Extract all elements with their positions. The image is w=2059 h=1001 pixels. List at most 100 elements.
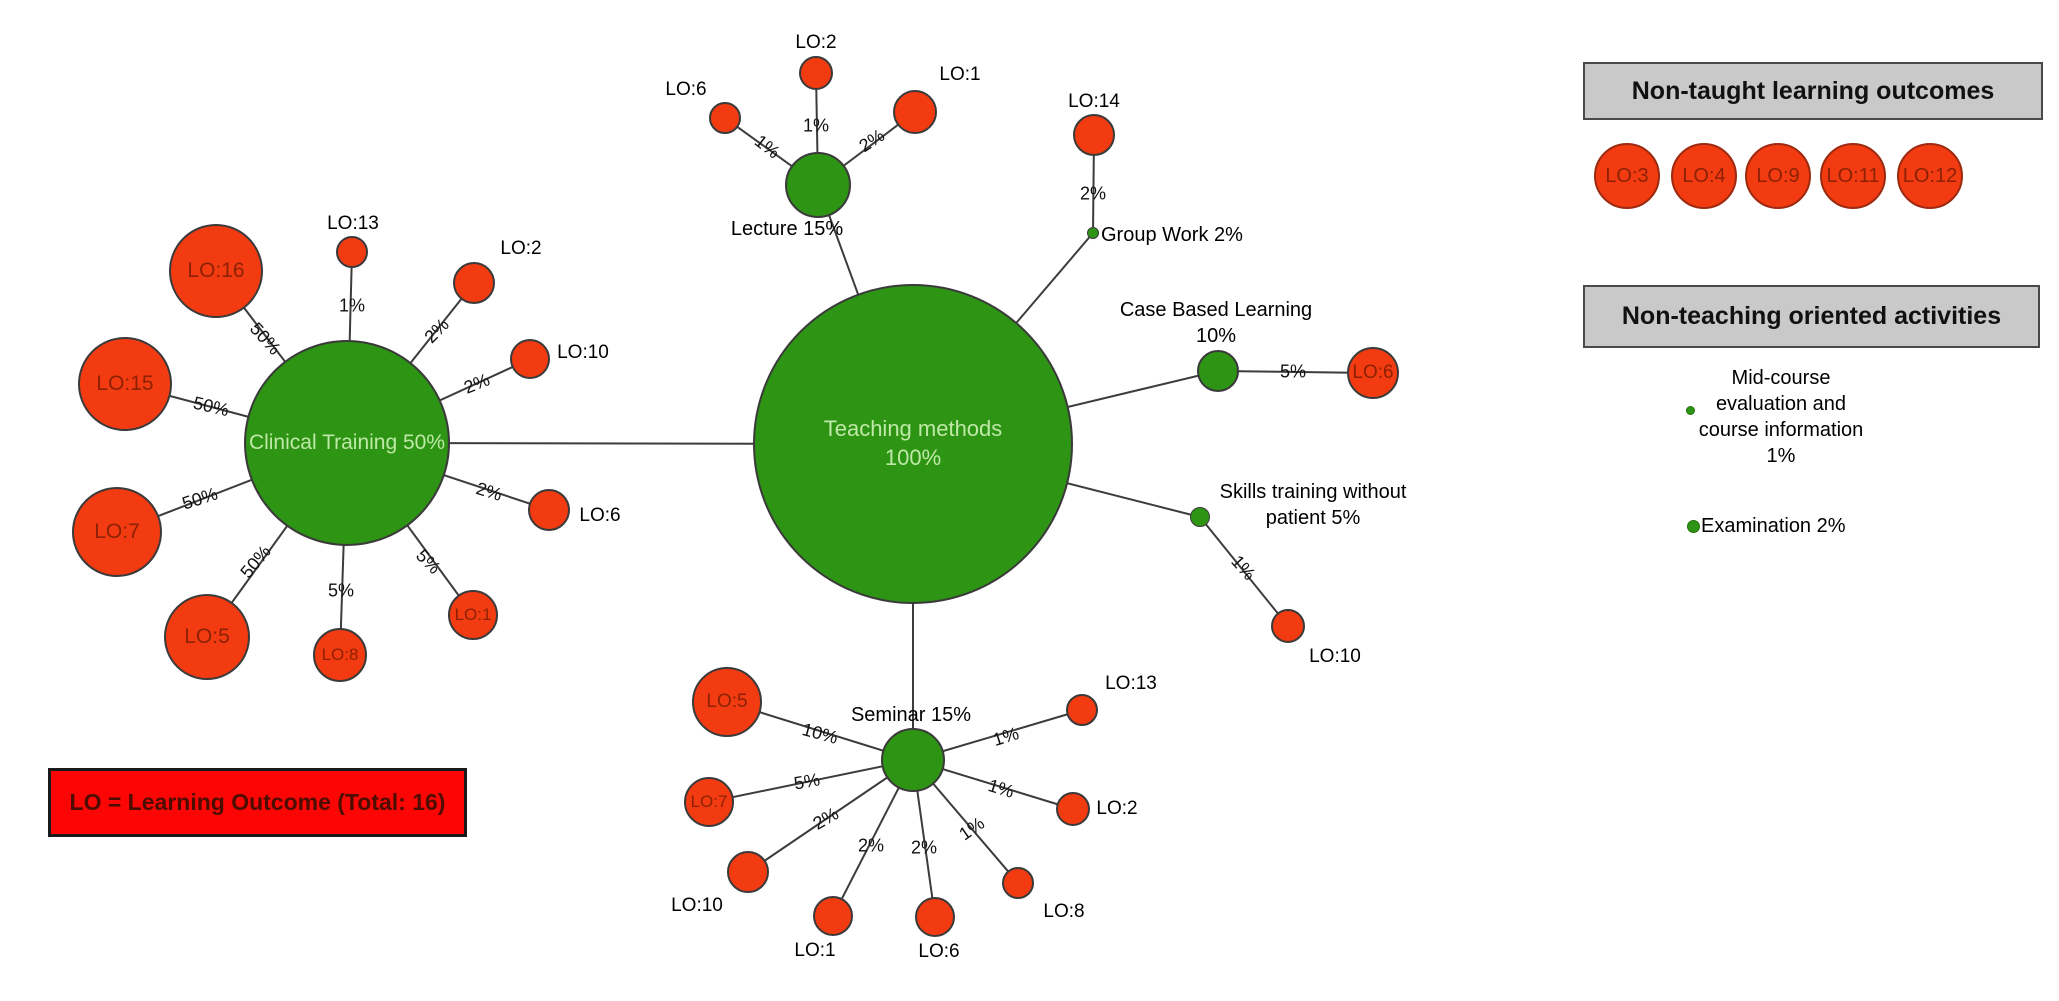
node-clinical-training: Clinical Training 50% bbox=[244, 340, 450, 546]
teaching-methods-label: Teaching methods 100% bbox=[824, 415, 1003, 472]
case-based-learning-percent: 10% bbox=[1195, 324, 1237, 347]
pct-clinical-lo8: 5% bbox=[327, 580, 355, 601]
node-groupwork-lo14 bbox=[1073, 114, 1115, 156]
examination-text: Examination 2% bbox=[1701, 515, 1846, 537]
non-teaching-title: Non-teaching oriented activities bbox=[1621, 302, 2002, 330]
legend-lo11-label: LO:11 bbox=[1826, 164, 1880, 187]
lecture-lo2-label: LO:2 bbox=[795, 32, 837, 53]
legend-lo12-label: LO:12 bbox=[1902, 164, 1958, 187]
seminar-lo7-label: LO:7 bbox=[690, 792, 728, 812]
legend-lo4-label: LO:4 bbox=[1682, 164, 1726, 187]
legend-note-box: LO = Learning Outcome (Total: 16) bbox=[48, 768, 467, 837]
node-seminar-lo2 bbox=[1056, 792, 1090, 826]
pct-lecture-lo2: 1% bbox=[802, 115, 830, 136]
legend-lo3-label: LO:3 bbox=[1605, 164, 1649, 187]
lecture-lo6-label: LO:6 bbox=[665, 79, 707, 100]
seminar-lo2-label: LO:2 bbox=[1096, 798, 1138, 819]
node-seminar-lo8 bbox=[1002, 867, 1034, 899]
legend-circle-lo4: LO:4 bbox=[1671, 143, 1737, 209]
non-taught-title: Non-taught learning outcomes bbox=[1631, 76, 1995, 105]
clinical-lo5-label: LO:5 bbox=[184, 624, 230, 648]
node-lecture-lo1 bbox=[893, 90, 937, 134]
pct-casebased-lo6: 5% bbox=[1279, 361, 1307, 382]
clinical-lo1-label: LO:1 bbox=[454, 605, 492, 625]
edge-seminar-lo7 bbox=[708, 759, 914, 803]
node-seminar-lo10 bbox=[727, 851, 769, 893]
pct-seminar-lo7: 5% bbox=[792, 769, 822, 794]
node-clinical-lo5: LO:5 bbox=[164, 594, 250, 680]
lecture-label: Lecture 15% bbox=[730, 218, 844, 240]
skills-lo10-label: LO:10 bbox=[1309, 646, 1361, 667]
case-based-learning-title: Case Based Learning bbox=[1119, 299, 1313, 321]
node-lecture bbox=[785, 152, 851, 218]
skills-training-line2: patient 5% bbox=[1265, 506, 1361, 529]
seminar-label: Seminar 15% bbox=[850, 704, 972, 726]
skills-training-label: Skills training without patient 5% bbox=[1220, 480, 1407, 531]
clinical-lo8-label: LO:8 bbox=[321, 645, 359, 665]
clinical-lo15-label: LO:15 bbox=[96, 371, 154, 395]
skills-training-line1: Skills training without bbox=[1219, 481, 1407, 503]
examination-dot bbox=[1687, 520, 1700, 533]
pct-clinical-lo13: 1% bbox=[338, 295, 366, 316]
legend-note-text: LO = Learning Outcome (Total: 16) bbox=[69, 789, 446, 815]
non-teaching-header: Non-teaching oriented activities bbox=[1583, 285, 2040, 348]
clinical-lo16-label: LO:16 bbox=[187, 258, 245, 282]
node-lecture-lo2 bbox=[799, 56, 833, 90]
pct-seminar-lo1: 2% bbox=[857, 835, 885, 856]
clinical-lo6-label: LO:6 bbox=[579, 505, 621, 526]
node-clinical-lo6 bbox=[528, 489, 570, 531]
node-clinical-lo16: LO:16 bbox=[169, 224, 263, 318]
legend-circle-lo12: LO:12 bbox=[1897, 143, 1963, 209]
seminar-lo13-label: LO:13 bbox=[1105, 673, 1157, 694]
node-clinical-lo10 bbox=[510, 339, 550, 379]
node-group-work bbox=[1087, 227, 1099, 239]
mid-course-line2: evaluation and bbox=[1715, 393, 1847, 415]
node-skills-training bbox=[1190, 507, 1210, 527]
clinical-lo10-label: LO:10 bbox=[557, 342, 609, 363]
node-seminar-lo6 bbox=[915, 897, 955, 937]
node-seminar bbox=[881, 728, 945, 792]
node-casebased-lo6: LO:6 bbox=[1347, 347, 1399, 399]
clinical-training-label: Clinical Training 50% bbox=[248, 430, 446, 454]
node-lecture-lo6 bbox=[709, 102, 741, 134]
non-taught-header: Non-taught learning outcomes bbox=[1583, 62, 2043, 120]
node-clinical-lo7: LO:7 bbox=[72, 487, 162, 577]
teaching-methods-percent: 100% bbox=[884, 445, 942, 470]
seminar-lo1-label: LO:1 bbox=[794, 940, 836, 961]
mid-course-dot bbox=[1686, 406, 1695, 415]
pct-groupwork-lo14: 2% bbox=[1079, 183, 1107, 204]
groupwork-lo14-label: LO:14 bbox=[1068, 91, 1120, 112]
mid-course-text: Mid-course evaluation and course informa… bbox=[1699, 365, 1864, 469]
mid-course-line4: 1% bbox=[1766, 445, 1796, 467]
group-work-label: Group Work 2% bbox=[1101, 224, 1243, 246]
pct-seminar-lo6: 2% bbox=[910, 837, 938, 858]
clinical-lo13-label: LO:13 bbox=[327, 213, 379, 234]
node-seminar-lo7: LO:7 bbox=[684, 777, 734, 827]
seminar-lo6-label: LO:6 bbox=[918, 941, 960, 962]
edge-skills-lo10 bbox=[1199, 516, 1289, 627]
legend-circle-lo11: LO:11 bbox=[1820, 143, 1886, 209]
node-teaching-methods: Teaching methods 100% bbox=[753, 284, 1073, 604]
node-seminar-lo5: LO:5 bbox=[692, 667, 762, 737]
edge-seminar-lo10 bbox=[747, 759, 914, 873]
seminar-lo8-label: LO:8 bbox=[1043, 901, 1085, 922]
node-clinical-lo2 bbox=[453, 262, 495, 304]
mid-course-line3: course information bbox=[1698, 419, 1864, 441]
mid-course-line1: Mid-course bbox=[1731, 367, 1831, 389]
node-clinical-lo1: LO:1 bbox=[448, 590, 498, 640]
teaching-methods-title: Teaching methods bbox=[823, 416, 1003, 442]
legend-circle-lo9: LO:9 bbox=[1745, 143, 1811, 209]
node-case-based-learning bbox=[1197, 350, 1239, 392]
seminar-lo5-label: LO:5 bbox=[706, 691, 748, 713]
node-clinical-lo8: LO:8 bbox=[313, 628, 367, 682]
legend-lo9-label: LO:9 bbox=[1756, 164, 1800, 187]
lecture-lo1-label: LO:1 bbox=[939, 64, 981, 85]
case-based-learning-label: Case Based Learning 10% bbox=[1120, 298, 1312, 349]
casebased-lo6-label: LO:6 bbox=[1352, 362, 1394, 384]
seminar-lo10-label: LO:10 bbox=[671, 895, 723, 916]
node-clinical-lo13 bbox=[336, 236, 368, 268]
node-seminar-lo1 bbox=[813, 896, 853, 936]
legend-circle-lo3: LO:3 bbox=[1594, 143, 1660, 209]
node-clinical-lo15: LO:15 bbox=[78, 337, 172, 431]
